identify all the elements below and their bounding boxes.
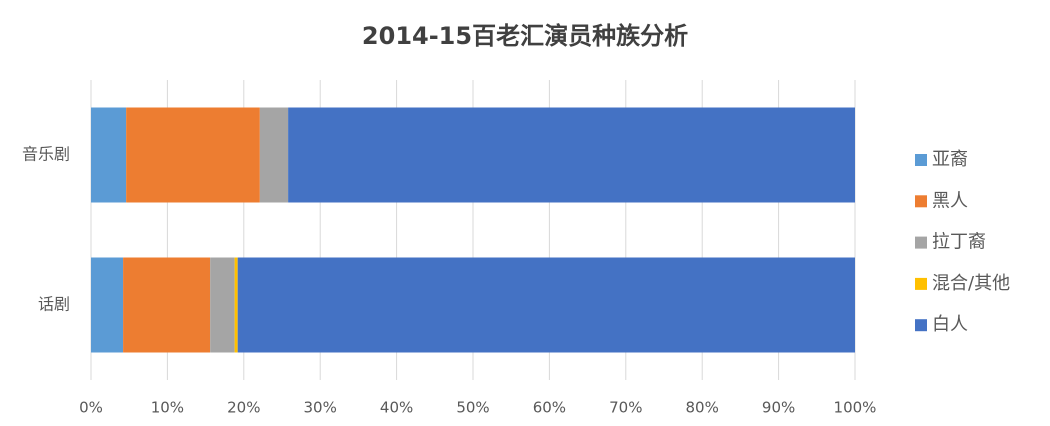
legend-swatch — [915, 154, 927, 166]
x-tick-label: 50% — [456, 399, 489, 417]
y-tick-label: 话剧 — [38, 295, 70, 314]
legend-label: 混合/其他 — [932, 273, 1010, 294]
x-tick-label: 100% — [834, 399, 877, 417]
x-tick-label: 60% — [533, 399, 566, 417]
x-tick-label: 40% — [380, 399, 413, 417]
legend-label: 拉丁裔 — [932, 232, 986, 253]
bar-segment — [234, 257, 238, 353]
legend-label: 黑人 — [932, 190, 968, 211]
legend-swatch — [915, 236, 927, 249]
y-tick-label: 音乐剧 — [22, 145, 70, 164]
x-tick-label: 80% — [686, 399, 719, 417]
x-tick-label: 20% — [227, 399, 260, 417]
chart-title: 2014-15百老汇演员种族分析 — [362, 22, 688, 50]
bar-segment — [91, 107, 127, 203]
legend-label: 亚裔 — [932, 149, 968, 170]
bar-segment — [123, 257, 211, 353]
bar-segment — [210, 257, 235, 353]
x-tick-label: 70% — [609, 399, 642, 417]
x-tick-label: 10% — [151, 399, 184, 417]
legend-label: 白人 — [932, 314, 968, 335]
x-tick-label: 0% — [79, 399, 103, 417]
bar-segment — [237, 257, 856, 353]
bar-segment — [259, 107, 289, 203]
bar-segment — [288, 107, 855, 203]
x-tick-label: 30% — [304, 399, 337, 417]
legend-swatch — [915, 277, 927, 290]
bar-segment — [126, 107, 260, 203]
x-tick-label: 90% — [762, 399, 795, 417]
legend-swatch — [915, 195, 927, 208]
legend-swatch — [915, 319, 927, 332]
bar-segment — [91, 257, 124, 353]
